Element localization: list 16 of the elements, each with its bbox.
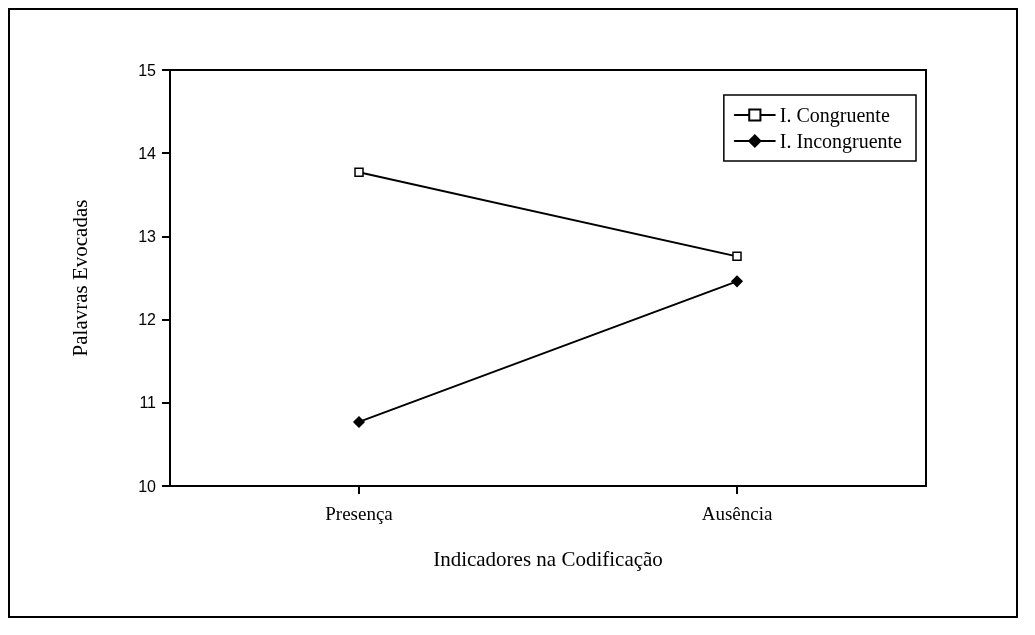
y-tick-label: 12 — [138, 311, 157, 329]
x-tick-label: Presença — [325, 503, 394, 524]
point — [354, 167, 364, 178]
y-tick-label: 10 — [138, 477, 157, 495]
point — [731, 275, 743, 288]
legend-label: I. Congruente — [779, 104, 890, 127]
point — [353, 416, 365, 428]
y-axis-title: Palavras Evocadas — [67, 199, 92, 357]
legend-label: I. Incongruente — [779, 130, 903, 153]
point — [732, 251, 742, 262]
x-axis-title: Indicadores na Codificação — [433, 546, 663, 571]
y-tick-label: 14 — [138, 144, 157, 162]
x-tick-label: Ausência — [701, 503, 773, 524]
y-tick-label: 11 — [139, 394, 157, 412]
y-tick-label: 13 — [138, 227, 157, 245]
y-tick-label: 15 — [138, 61, 157, 79]
